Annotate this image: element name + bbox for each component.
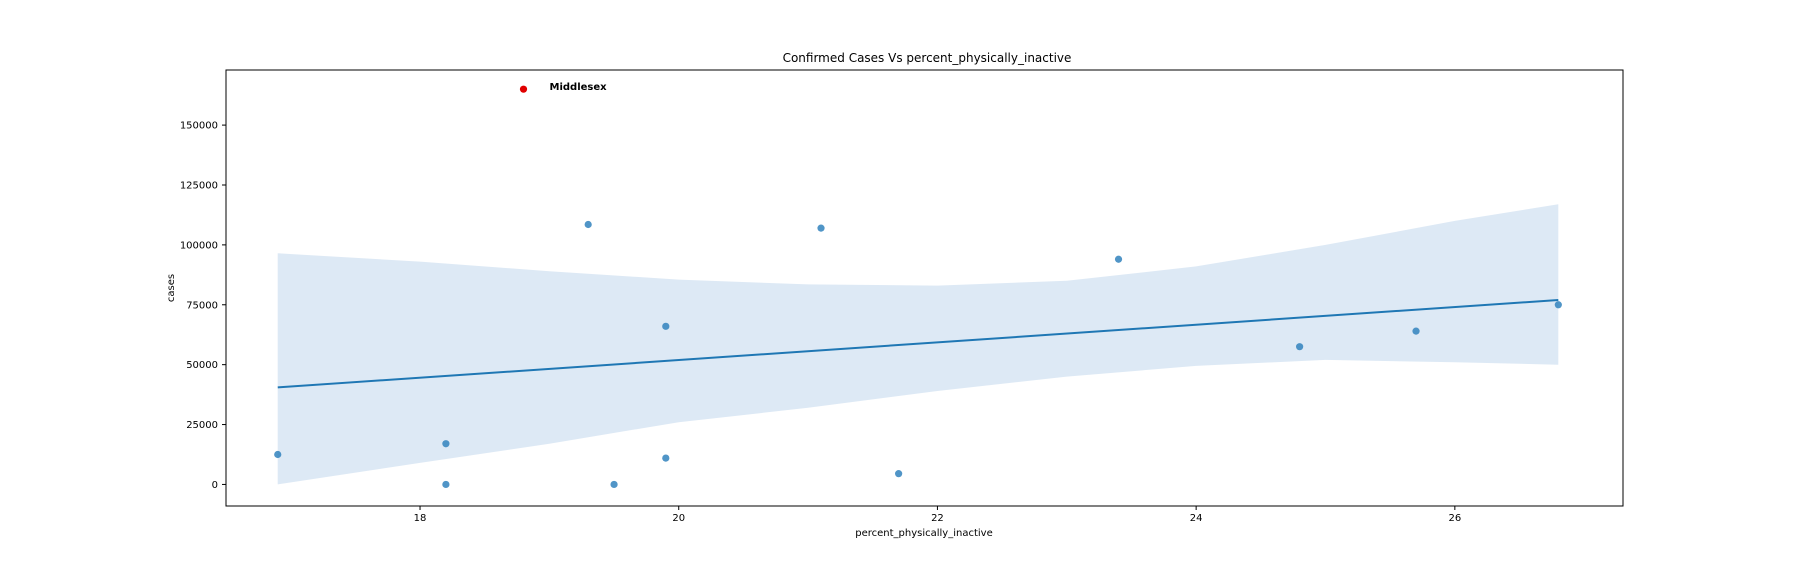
plot-frame [225,69,1624,507]
data-point [1296,343,1304,351]
x-tick-label: 26 [1448,513,1461,524]
y-tick-label: 0 [212,480,218,491]
data-point [895,470,903,478]
data-point [1554,301,1562,309]
x-tick-label: 18 [414,513,427,524]
y-tick-label: 100000 [180,240,218,251]
data-point [817,224,825,232]
x-tick-label: 20 [672,513,685,524]
y-axis-label: cases [166,274,177,302]
regression-line [277,298,1559,389]
highlight-label: Middlesex [550,82,608,93]
data-point [1412,327,1420,335]
data-point [584,220,592,229]
y-tick-label: 50000 [186,360,218,371]
chart-title: Confirmed Cases Vs percent_physically_in… [783,51,1072,65]
x-axis-label: percent_physically_inactive [855,528,993,539]
y-tick-label: 125000 [180,180,218,191]
data-point [662,322,670,330]
data-point [662,454,670,462]
highlight-point [519,85,528,93]
data-point [1114,255,1123,263]
y-tick-label: 75000 [186,300,218,311]
data-point [442,480,450,489]
y-tick-label: 150000 [180,121,218,132]
data-point [442,440,450,448]
data-point [274,450,282,459]
x-tick-label: 24 [1190,513,1203,524]
x-tick-label: 22 [931,513,944,524]
y-tick-label: 25000 [186,420,218,431]
data-point [610,480,618,489]
